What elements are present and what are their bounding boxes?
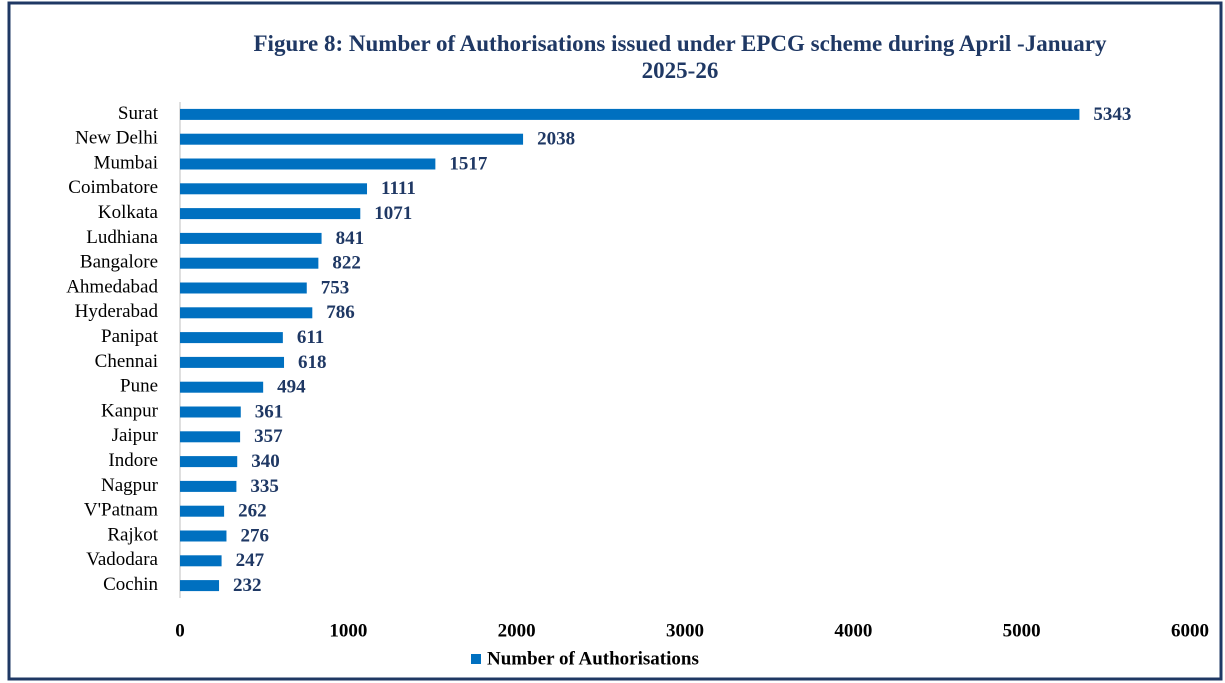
data-label: 753 [321, 277, 350, 298]
bar [180, 232, 322, 244]
bar [180, 208, 361, 220]
bar [180, 431, 241, 443]
y-tick-label: V'Patnam [84, 500, 158, 521]
y-tick-label: Nagpur [101, 475, 159, 496]
data-label: 1111 [381, 178, 416, 199]
bar [180, 580, 220, 592]
data-label: 618 [298, 352, 327, 373]
data-label: 357 [254, 426, 283, 447]
bar [180, 530, 227, 542]
bar [180, 158, 436, 170]
bar [180, 555, 222, 567]
data-label: 1517 [449, 153, 488, 174]
data-label: 276 [240, 525, 269, 546]
y-tick-label: New Delhi [75, 128, 158, 149]
x-tick-label: 1000 [329, 620, 367, 641]
y-tick-label: Indore [108, 450, 158, 471]
y-tick-label: Kolkata [98, 202, 159, 223]
frame [7, 1, 1223, 681]
y-tick-label: Kanpur [101, 400, 159, 421]
y-tick-label: Cochin [103, 574, 158, 595]
bar [180, 332, 283, 344]
bar [180, 307, 313, 319]
data-label: 5343 [1093, 104, 1131, 125]
y-tick-label: Surat [118, 103, 159, 124]
y-tick-label: Vadodara [86, 549, 158, 570]
data-label: 1071 [374, 203, 412, 224]
y-tick-label: Chennai [95, 351, 158, 372]
x-tick-label: 5000 [1003, 620, 1041, 641]
x-tick-label: 3000 [666, 620, 704, 641]
y-tick-label: Pune [120, 376, 158, 397]
data-label: 841 [336, 228, 365, 249]
bar [180, 381, 264, 393]
y-tick-label: Hyderabad [75, 301, 159, 322]
bar [180, 257, 319, 269]
data-label: 786 [326, 302, 355, 323]
bar [180, 183, 368, 195]
legend-swatch [471, 654, 481, 664]
y-tick-label: Bangalore [80, 252, 158, 273]
data-label: 2038 [537, 129, 575, 150]
data-label: 232 [233, 575, 262, 596]
bar [180, 356, 285, 368]
chart-title: Figure 8: Number of Authorisations issue… [253, 31, 1107, 83]
x-tick-label: 6000 [1171, 620, 1209, 641]
data-label: 611 [297, 327, 324, 348]
bar [180, 456, 238, 468]
legend-label: Number of Authorisations [487, 648, 699, 669]
data-label: 340 [251, 451, 280, 472]
bar [180, 505, 225, 517]
y-tick-label: Ludhiana [86, 227, 158, 248]
bar [180, 282, 307, 294]
data-label: 361 [255, 401, 283, 422]
x-tick-label: 4000 [834, 620, 872, 641]
y-tick-label: Rajkot [107, 524, 158, 545]
data-label: 262 [238, 501, 267, 522]
data-label: 822 [332, 253, 361, 274]
y-tick-label: Jaipur [112, 425, 159, 446]
bar [180, 133, 524, 145]
data-label: 247 [236, 550, 265, 571]
data-label: 335 [250, 476, 279, 497]
bar [180, 480, 237, 492]
y-tick-label: Ahmedabad [66, 276, 158, 297]
y-tick-label: Mumbai [94, 152, 158, 173]
bar [180, 406, 241, 418]
data-label: 494 [277, 377, 306, 398]
x-tick-label: 0 [175, 620, 185, 641]
bar [180, 108, 1080, 120]
y-tick-label: Panipat [101, 326, 159, 347]
y-tick-label: Coimbatore [68, 177, 158, 198]
x-tick-label: 2000 [498, 620, 536, 641]
